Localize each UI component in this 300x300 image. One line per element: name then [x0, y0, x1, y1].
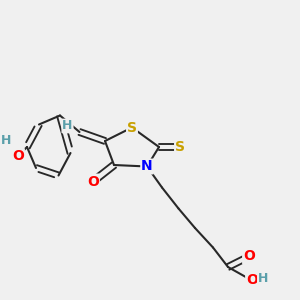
Text: O: O: [246, 274, 258, 287]
Text: H: H: [1, 134, 11, 148]
Text: O: O: [243, 250, 255, 263]
Text: H: H: [258, 272, 268, 285]
Text: S: S: [175, 140, 185, 154]
Text: O: O: [12, 149, 24, 163]
Text: N: N: [141, 160, 153, 173]
Text: S: S: [127, 121, 137, 134]
Text: O: O: [87, 175, 99, 188]
Text: H: H: [62, 119, 73, 133]
